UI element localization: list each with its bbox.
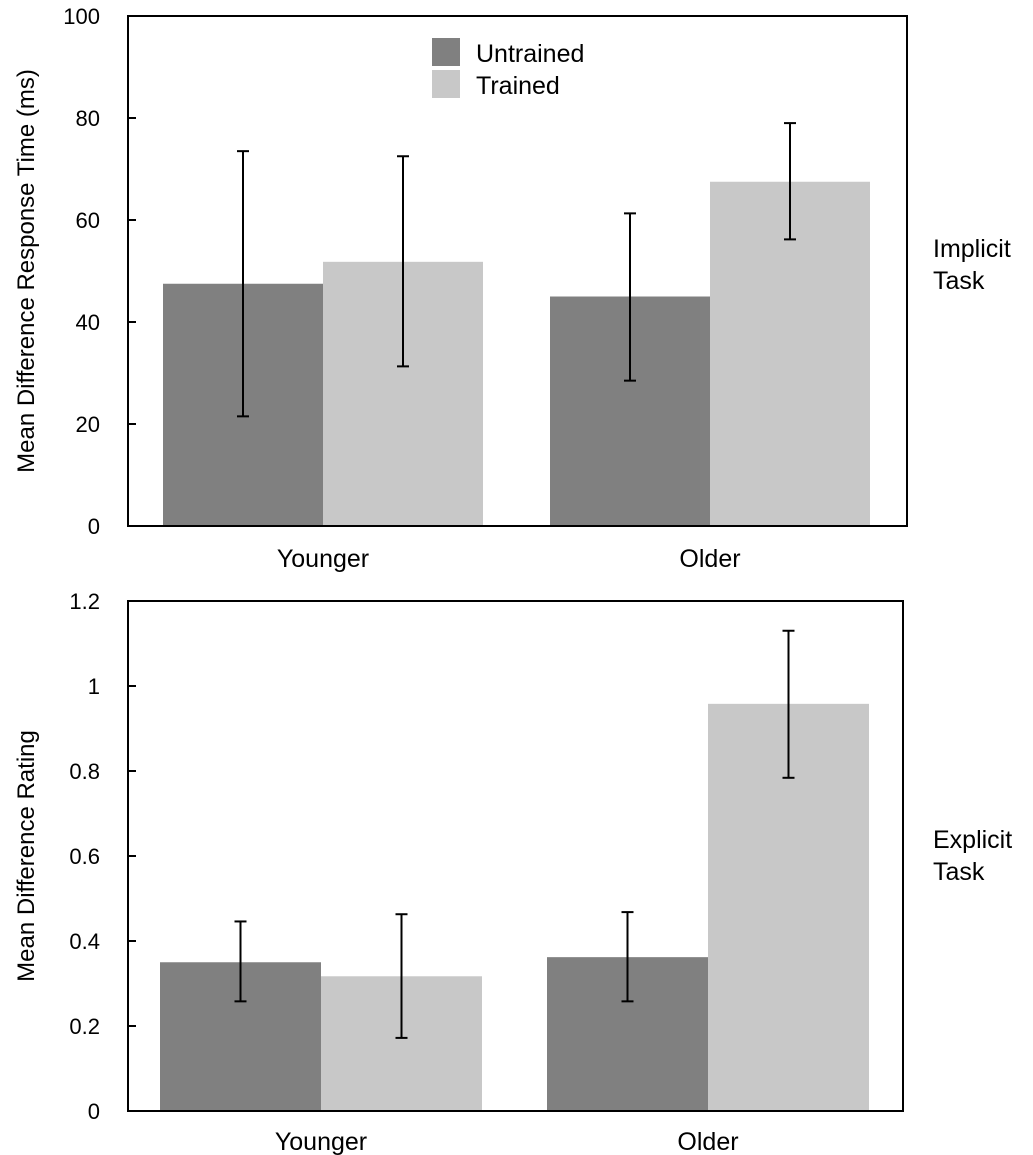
implicit-errorbar-untrained-older: [624, 212, 636, 382]
panel-label-line: Implicit: [933, 235, 1011, 263]
implicit-chart: 0 20 40 60 80 100 Younger Older Mean Difference …: [13, 4, 1011, 573]
panel-label-line: Explicit: [933, 826, 1012, 854]
explicit-errorbar-untrained-younger: [234, 920, 247, 1003]
implicit-ytick-label: 40: [76, 310, 100, 335]
legend-label-untrained: Untrained: [476, 40, 584, 68]
panel-label-line: Task: [933, 858, 985, 886]
explicit-ytick-label: 1: [88, 674, 100, 699]
explicit-xtick-label-older: Older: [677, 1128, 738, 1155]
implicit-ytick-label: 100: [63, 4, 100, 29]
legend-label-trained: Trained: [476, 72, 560, 100]
explicit-errorbar-untrained-older: [621, 911, 634, 1003]
implicit-y-axis-label: Mean Difference Response Time (ms): [13, 69, 40, 473]
implicit-ytick-label: 80: [76, 106, 100, 131]
implicit-plot-frame: [127, 15, 908, 527]
legend-swatch-trained: [432, 70, 460, 98]
implicit-ytick-label: 20: [76, 412, 100, 437]
explicit-ytick-label: 0: [88, 1099, 100, 1124]
explicit-ytick-label: 0.4: [69, 929, 100, 954]
implicit-errorbar-trained-younger: [397, 155, 409, 368]
explicit-errorbar-trained-younger: [395, 913, 408, 1039]
explicit-errorbar-trained-older: [782, 629, 795, 779]
implicit-legend: Untrained Trained: [432, 38, 584, 100]
explicit-ytick-label: 0.6: [69, 844, 100, 869]
explicit-chart: 0 0.2 0.4 0.6 0.8 1 1.2 Younger Older Mean Differ…: [13, 589, 1012, 1155]
explicit-y-axis-label: Mean Difference Rating: [13, 730, 40, 982]
implicit-errorbar-untrained-younger: [237, 150, 249, 418]
explicit-xtick-label-younger: Younger: [275, 1128, 367, 1155]
explicit-ytick-label: 0.8: [69, 759, 100, 784]
implicit-xtick-label-older: Older: [679, 545, 740, 573]
implicit-ytick-label: 60: [76, 208, 100, 233]
implicit-ytick-label: 0: [88, 514, 100, 539]
panel-label-line: Task: [933, 267, 985, 295]
implicit-panel-label: Implicit Task: [933, 235, 1011, 295]
implicit-xtick-label-younger: Younger: [277, 545, 369, 573]
explicit-ytick-label: 1.2: [69, 589, 100, 614]
legend-swatch-untrained: [432, 38, 460, 66]
explicit-ytick-label: 0.2: [69, 1014, 100, 1039]
implicit-errorbar-trained-older: [784, 122, 796, 241]
explicit-panel-label: Explicit Task: [933, 826, 1012, 886]
